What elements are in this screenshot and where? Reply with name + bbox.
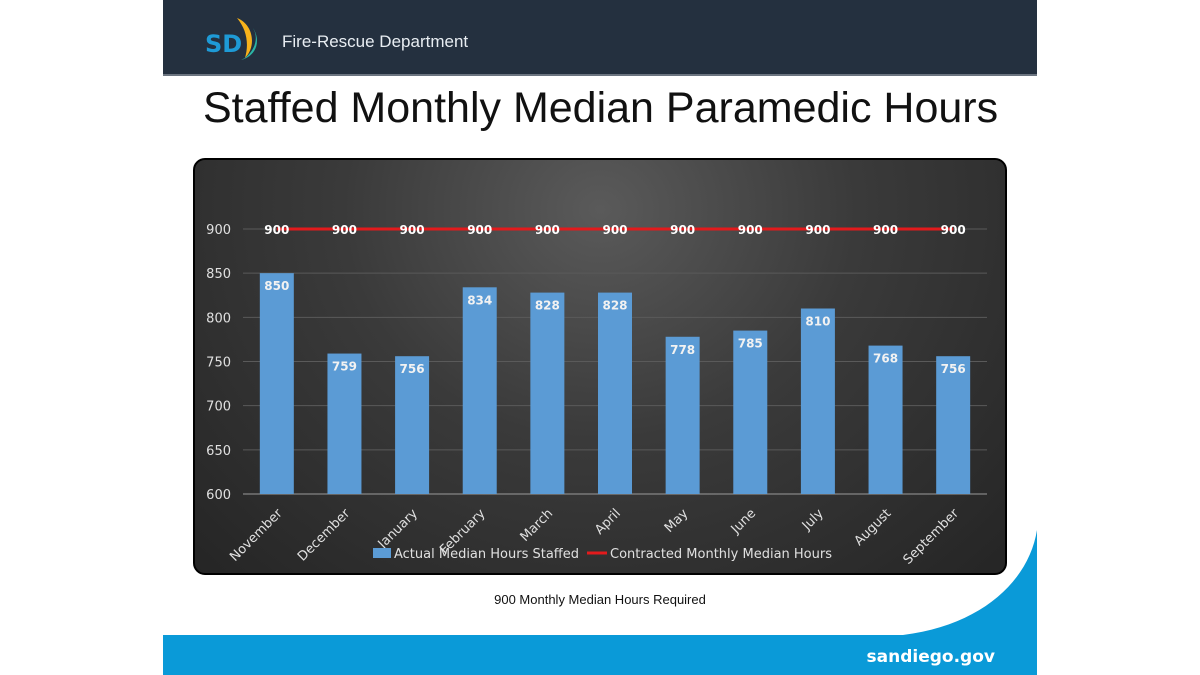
bar-data-label: 828: [602, 299, 627, 313]
line-data-label: 900: [873, 223, 898, 237]
bar: [530, 292, 565, 494]
bar: [259, 273, 294, 494]
bar-data-label: 828: [535, 299, 560, 313]
chart-container: 600 650 700 750 800 850 900 850 November 759 Decem…: [193, 158, 1007, 575]
bar-chart: 600650700750800850900850November759Decem…: [206, 223, 987, 568]
line-data-label: 900: [535, 223, 560, 237]
slide: SD Fire-Rescue Department Staffed Monthl…: [163, 0, 1037, 675]
bar-data-label: 850: [264, 279, 289, 293]
bar-data-label: 785: [738, 337, 763, 351]
bar-data-label: 778: [670, 343, 695, 357]
footer-site-link[interactable]: sandiego.gov: [866, 647, 995, 667]
line-data-label: 900: [400, 223, 425, 237]
bar: [327, 353, 362, 494]
bar-data-label: 756: [941, 362, 966, 376]
line-data-label: 900: [332, 223, 357, 237]
y-tick-label: 700: [206, 400, 231, 415]
header-bar: SD Fire-Rescue Department: [163, 0, 1037, 76]
bar: [800, 308, 835, 494]
y-tick-label: 600: [206, 488, 231, 503]
legend-label-line: Contracted Monthly Median Hours: [610, 547, 832, 562]
bar: [598, 292, 632, 494]
bar-data-label: 810: [805, 315, 830, 329]
chart-caption: 900 Monthly Median Hours Required: [494, 592, 706, 607]
footer-curve: [903, 530, 1037, 640]
line-data-label: 900: [805, 223, 830, 237]
line-data-label: 900: [264, 223, 289, 237]
bar: [462, 287, 497, 494]
legend-swatch-bars: [373, 548, 391, 558]
bar: [733, 330, 768, 494]
line-data-label: 900: [941, 223, 966, 237]
y-tick-label: 800: [206, 311, 231, 326]
bar-data-label: 768: [873, 352, 898, 366]
logo-text: SD: [205, 30, 242, 58]
bar-data-label: 756: [400, 362, 425, 376]
bar-data-label: 759: [332, 360, 357, 374]
line-data-label: 900: [670, 223, 695, 237]
line-data-label: 900: [467, 223, 492, 237]
footer-bar: [163, 635, 1037, 675]
slide-title: Staffed Monthly Median Paramedic Hours: [203, 84, 999, 132]
y-tick-label: 750: [206, 356, 231, 371]
bar: [665, 336, 700, 494]
line-data-label: 900: [738, 223, 763, 237]
bar: [395, 356, 430, 494]
legend-label-bars: Actual Median Hours Staffed: [394, 547, 579, 562]
department-name: Fire-Rescue Department: [282, 32, 469, 51]
y-tick-label: 850: [206, 267, 231, 282]
bar: [868, 345, 903, 494]
bar-data-label: 834: [467, 293, 492, 307]
y-tick-label: 650: [206, 444, 231, 459]
y-tick-label: 900: [206, 223, 231, 238]
bar: [936, 356, 971, 494]
line-data-label: 900: [602, 223, 627, 237]
sd-logo: SD: [205, 18, 257, 60]
